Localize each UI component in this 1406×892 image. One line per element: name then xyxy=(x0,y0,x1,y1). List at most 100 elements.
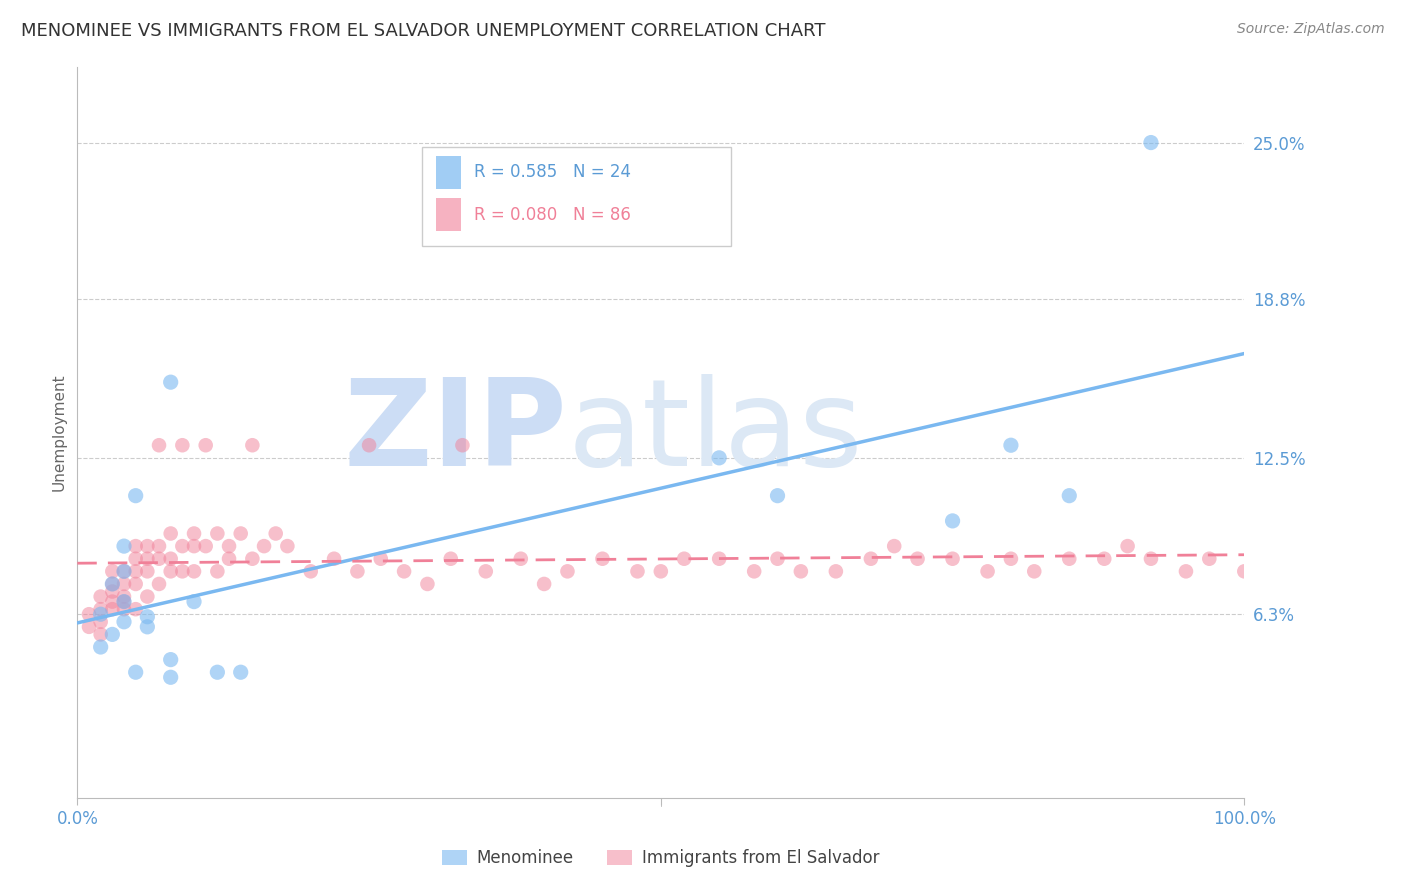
Point xyxy=(557,565,579,579)
Point xyxy=(533,577,555,591)
Point xyxy=(1140,551,1163,566)
Point xyxy=(124,665,148,680)
Point xyxy=(942,551,965,566)
Point xyxy=(207,665,229,680)
Point xyxy=(276,539,298,553)
Point xyxy=(1057,551,1080,566)
Point xyxy=(112,594,135,608)
Point xyxy=(101,565,124,579)
Y-axis label: Unemployment: Unemployment xyxy=(51,374,66,491)
Point xyxy=(112,577,135,591)
Point xyxy=(148,539,170,553)
Point xyxy=(183,565,205,579)
Point xyxy=(1198,551,1220,566)
Point xyxy=(392,565,415,579)
Point xyxy=(77,607,100,622)
Text: R = 0.585   N = 24: R = 0.585 N = 24 xyxy=(474,163,631,181)
Point xyxy=(124,551,148,566)
Point xyxy=(159,551,181,566)
Point xyxy=(90,607,112,622)
Point xyxy=(218,539,240,553)
Point xyxy=(124,577,148,591)
Point xyxy=(124,565,148,579)
Point xyxy=(1092,551,1115,566)
Point xyxy=(159,670,181,684)
Point xyxy=(242,438,264,452)
Point xyxy=(77,620,100,634)
Text: MENOMINEE VS IMMIGRANTS FROM EL SALVADOR UNEMPLOYMENT CORRELATION CHART: MENOMINEE VS IMMIGRANTS FROM EL SALVADOR… xyxy=(21,22,825,40)
Point xyxy=(883,539,905,553)
Point xyxy=(650,565,672,579)
Point xyxy=(136,539,159,553)
Point xyxy=(1233,565,1256,579)
Point xyxy=(194,539,217,553)
Point xyxy=(1116,539,1139,553)
Point xyxy=(172,565,194,579)
Point xyxy=(90,602,112,616)
Point xyxy=(207,526,229,541)
Text: Source: ZipAtlas.com: Source: ZipAtlas.com xyxy=(1237,22,1385,37)
Point xyxy=(766,489,789,503)
Point xyxy=(124,602,148,616)
Point xyxy=(299,565,322,579)
Text: atlas: atlas xyxy=(568,374,863,491)
Point xyxy=(207,565,229,579)
Point xyxy=(183,539,205,553)
Point xyxy=(136,609,159,624)
Point xyxy=(824,565,846,579)
Point xyxy=(626,565,648,579)
Point xyxy=(1000,438,1022,452)
Point xyxy=(323,551,346,566)
Point xyxy=(229,665,252,680)
Point xyxy=(183,594,205,608)
Point xyxy=(136,565,159,579)
Point xyxy=(159,565,181,579)
Bar xyxy=(436,156,461,189)
Point xyxy=(148,577,170,591)
Bar xyxy=(436,198,461,231)
Point xyxy=(370,551,392,566)
Point xyxy=(194,438,217,452)
Point xyxy=(907,551,929,566)
Point xyxy=(242,551,264,566)
Point xyxy=(976,565,998,579)
Point xyxy=(1174,565,1197,579)
Point xyxy=(112,590,135,604)
Point xyxy=(357,438,380,452)
Point xyxy=(253,539,276,553)
Point xyxy=(1140,136,1163,150)
Point xyxy=(942,514,965,528)
Point xyxy=(859,551,882,566)
Point xyxy=(124,489,148,503)
Point xyxy=(112,539,135,553)
Point xyxy=(90,627,112,641)
Point xyxy=(159,526,181,541)
Point xyxy=(148,551,170,566)
Point xyxy=(1000,551,1022,566)
Point xyxy=(90,640,112,654)
Point xyxy=(742,565,765,579)
Text: ZIP: ZIP xyxy=(343,374,568,491)
Point xyxy=(101,602,124,616)
Point xyxy=(474,565,498,579)
Point xyxy=(101,577,124,591)
Point xyxy=(159,652,181,666)
Point xyxy=(673,551,696,566)
Point xyxy=(229,526,252,541)
Point xyxy=(112,615,135,629)
Legend: Menominee, Immigrants from El Salvador: Menominee, Immigrants from El Salvador xyxy=(436,843,886,874)
Point xyxy=(172,438,194,452)
Point xyxy=(709,551,731,566)
Point xyxy=(124,539,148,553)
Point xyxy=(509,551,531,566)
Point xyxy=(112,565,135,579)
Point xyxy=(90,590,112,604)
Point xyxy=(112,565,135,579)
Point xyxy=(183,526,205,541)
Point xyxy=(159,375,181,389)
Point xyxy=(416,577,439,591)
Point xyxy=(101,577,124,591)
Point xyxy=(766,551,789,566)
Point xyxy=(346,565,368,579)
Point xyxy=(101,584,124,599)
